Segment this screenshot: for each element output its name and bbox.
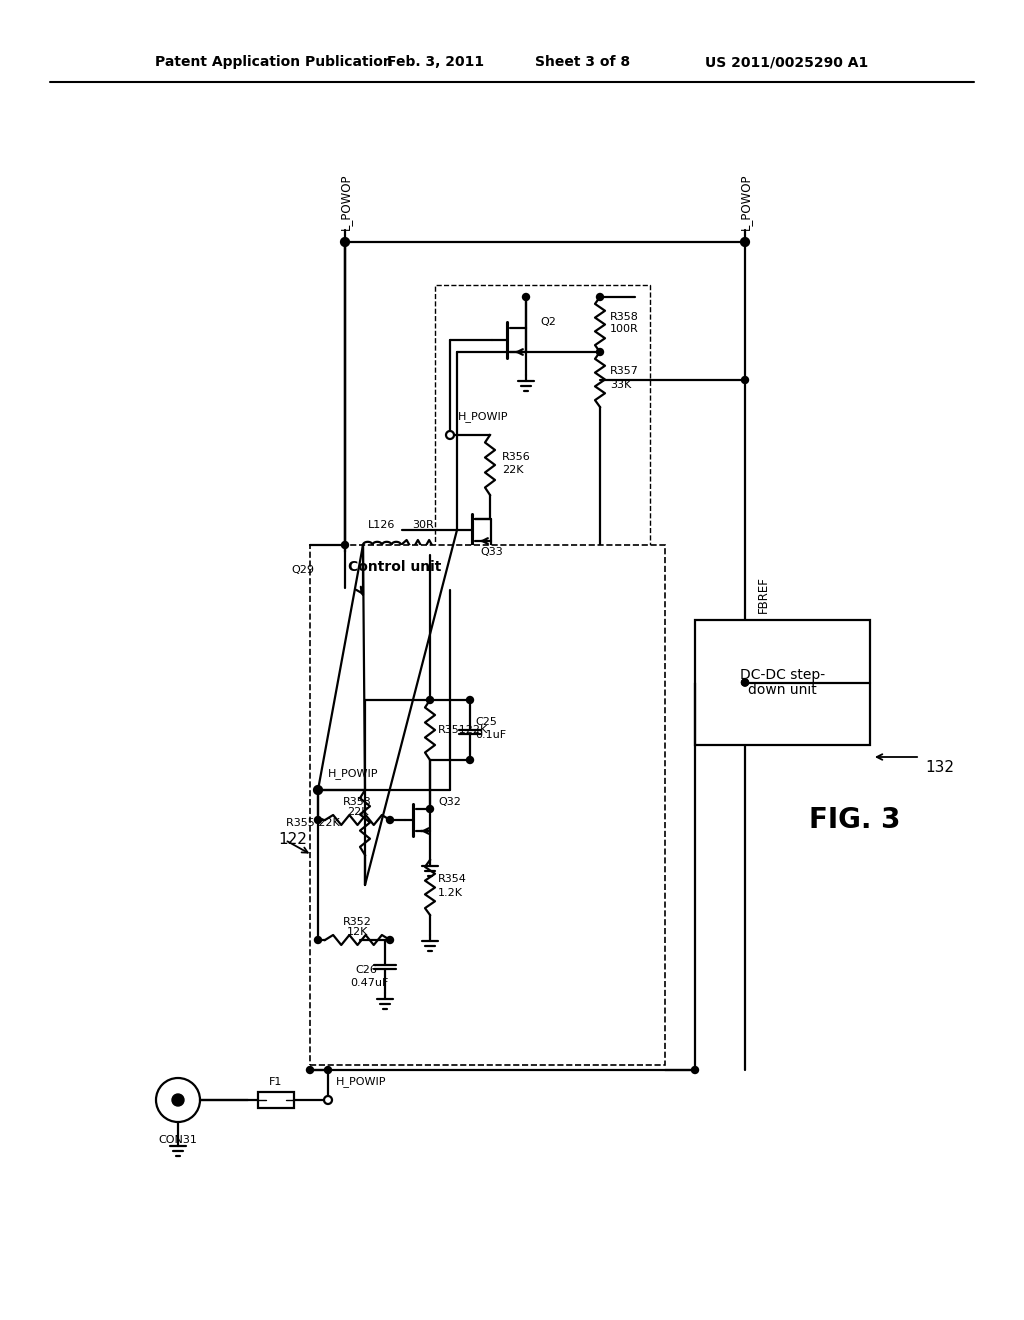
Text: Q2: Q2	[540, 317, 556, 327]
Text: Control unit: Control unit	[348, 560, 441, 574]
Text: 132: 132	[925, 759, 954, 775]
Text: L_POWOP: L_POWOP	[738, 174, 752, 230]
Circle shape	[427, 697, 433, 704]
Bar	[435, 285, 650, 590]
Text: 30R: 30R	[413, 520, 434, 531]
Text: H_POWIP: H_POWIP	[328, 768, 379, 779]
Circle shape	[172, 1094, 184, 1106]
Text: R357: R357	[610, 367, 639, 376]
Circle shape	[741, 678, 749, 686]
Text: L_POWOP: L_POWOP	[339, 174, 351, 230]
Text: Feb. 3, 2011: Feb. 3, 2011	[387, 55, 484, 69]
Text: 22K: 22K	[502, 465, 523, 475]
Text: L126: L126	[369, 520, 395, 531]
Text: 12K: 12K	[347, 927, 369, 937]
Circle shape	[741, 376, 749, 384]
Circle shape	[427, 805, 433, 813]
Text: C26: C26	[355, 965, 377, 975]
Text: R358: R358	[610, 312, 639, 322]
Text: 122: 122	[278, 833, 307, 847]
Circle shape	[467, 697, 473, 704]
Circle shape	[314, 936, 322, 944]
Circle shape	[597, 293, 603, 301]
Text: R35122K: R35122K	[438, 725, 488, 735]
Circle shape	[446, 432, 454, 440]
Circle shape	[156, 1078, 200, 1122]
Text: Patent Application Publication: Patent Application Publication	[155, 55, 393, 69]
Text: 0.47uF: 0.47uF	[350, 978, 388, 987]
Text: 1.2K: 1.2K	[438, 887, 463, 898]
Circle shape	[314, 817, 322, 824]
Circle shape	[386, 936, 393, 944]
Bar	[258, 1092, 294, 1107]
Circle shape	[741, 678, 749, 686]
Text: Sheet 3 of 8: Sheet 3 of 8	[535, 55, 630, 69]
Text: R353: R353	[343, 797, 372, 807]
Circle shape	[341, 239, 348, 246]
Text: H_POWIP: H_POWIP	[336, 1077, 386, 1088]
Text: R354: R354	[438, 874, 467, 884]
Circle shape	[314, 787, 322, 793]
Text: 0.1uF: 0.1uF	[475, 730, 506, 741]
Circle shape	[691, 1067, 698, 1073]
Text: 22K: 22K	[347, 807, 369, 817]
Text: 33K: 33K	[610, 380, 631, 389]
Circle shape	[467, 756, 473, 763]
Circle shape	[306, 1067, 313, 1073]
Text: CON31: CON31	[159, 1135, 198, 1144]
Text: F1: F1	[269, 1077, 283, 1086]
Text: Q29: Q29	[292, 565, 314, 576]
Circle shape	[741, 239, 749, 246]
Text: R356: R356	[502, 451, 530, 462]
Circle shape	[314, 785, 322, 795]
Circle shape	[386, 817, 393, 824]
Text: down unit: down unit	[749, 684, 817, 697]
Text: FIG. 3: FIG. 3	[809, 807, 901, 834]
Text: FBREF: FBREF	[757, 577, 770, 614]
Text: R355 22K: R355 22K	[286, 817, 340, 828]
Circle shape	[741, 238, 749, 246]
Text: C25: C25	[475, 717, 497, 727]
Circle shape	[522, 293, 529, 301]
Text: Q33: Q33	[480, 546, 503, 557]
Circle shape	[325, 1067, 332, 1073]
Circle shape	[597, 348, 603, 355]
Text: Q32: Q32	[438, 797, 461, 807]
Text: 100R: 100R	[610, 325, 639, 334]
Bar	[310, 545, 665, 1065]
Text: H_POWIP: H_POWIP	[458, 412, 509, 422]
Circle shape	[341, 541, 348, 549]
Circle shape	[314, 787, 322, 793]
Circle shape	[324, 1096, 332, 1104]
Text: US 2011/0025290 A1: US 2011/0025290 A1	[705, 55, 868, 69]
Circle shape	[341, 238, 349, 246]
Text: DC-DC step-: DC-DC step-	[740, 668, 825, 681]
Bar	[695, 620, 870, 744]
Text: R352: R352	[343, 917, 372, 927]
